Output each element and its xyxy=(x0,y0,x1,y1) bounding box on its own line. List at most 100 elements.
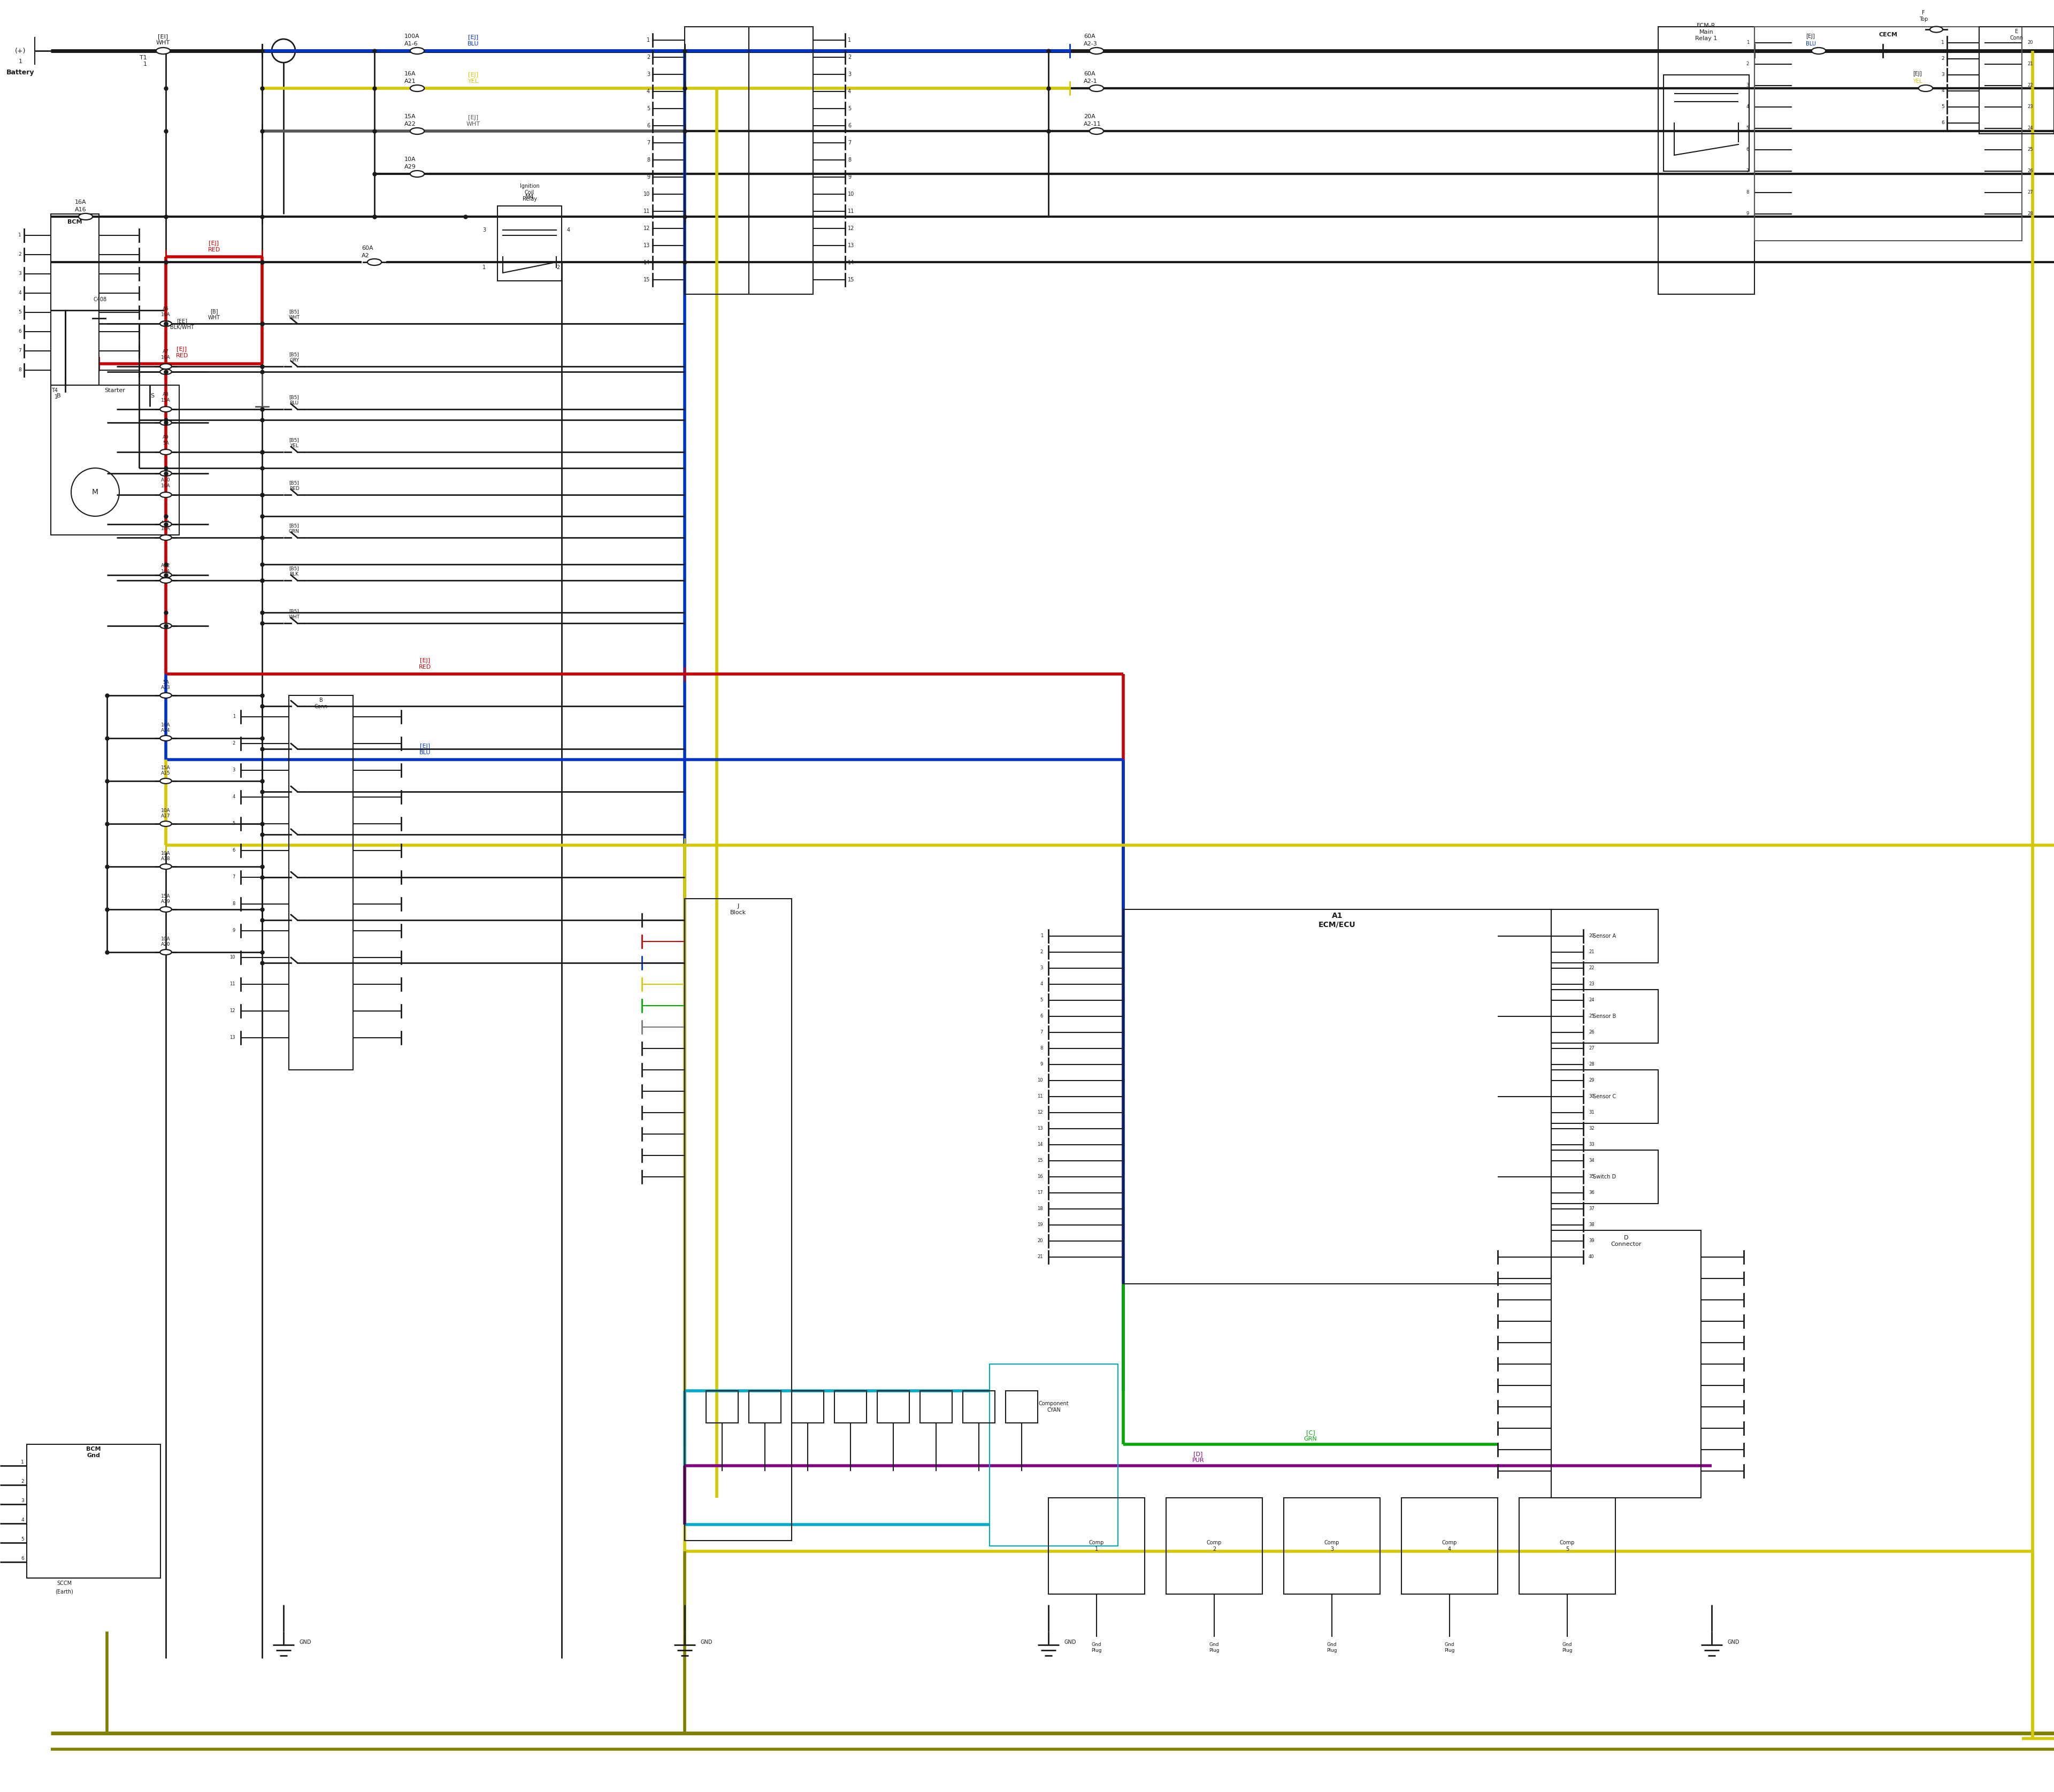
Bar xyxy=(877,1391,910,1423)
Text: SCCM: SCCM xyxy=(58,1581,72,1586)
Text: 2: 2 xyxy=(557,265,559,271)
Bar xyxy=(1551,909,1658,962)
Text: Comp
4: Comp 4 xyxy=(1442,1539,1456,1552)
Ellipse shape xyxy=(160,735,173,740)
Bar xyxy=(1551,989,1658,1043)
Text: 20: 20 xyxy=(1588,934,1594,939)
Text: GND: GND xyxy=(700,1640,713,1645)
Text: 23: 23 xyxy=(1588,982,1594,987)
Text: D
Connector: D Connector xyxy=(1610,1235,1641,1247)
Text: 38: 38 xyxy=(1588,1222,1594,1228)
Text: 21: 21 xyxy=(1037,1254,1043,1260)
Text: B
Conn: B Conn xyxy=(314,697,329,710)
Text: YEL: YEL xyxy=(1912,79,1923,84)
Bar xyxy=(963,1391,994,1423)
Text: 28: 28 xyxy=(2027,211,2033,217)
Text: [EI]: [EI] xyxy=(158,34,168,39)
Text: 5: 5 xyxy=(21,1538,25,1541)
Bar xyxy=(497,206,561,281)
Text: WHT: WHT xyxy=(466,122,481,127)
Text: 5: 5 xyxy=(647,106,649,111)
Text: 4: 4 xyxy=(647,90,649,95)
Bar xyxy=(1551,1231,1701,1498)
Text: RED: RED xyxy=(290,486,300,491)
Bar xyxy=(750,27,813,294)
Ellipse shape xyxy=(160,821,173,826)
Text: BLK/WHT: BLK/WHT xyxy=(170,324,193,330)
Text: WHT: WHT xyxy=(288,315,300,319)
Ellipse shape xyxy=(160,572,173,577)
Text: 10A: 10A xyxy=(160,937,170,943)
Text: 27: 27 xyxy=(2027,190,2033,195)
Ellipse shape xyxy=(1089,84,1103,91)
Ellipse shape xyxy=(160,950,173,955)
Text: 100A: 100A xyxy=(405,34,419,39)
Text: A7
10A: A7 10A xyxy=(160,349,170,360)
Text: (+): (+) xyxy=(14,47,27,54)
Text: 20: 20 xyxy=(2027,41,2033,45)
Text: A11
10A: A11 10A xyxy=(160,521,170,530)
Text: 24: 24 xyxy=(2027,125,2033,131)
Ellipse shape xyxy=(160,493,173,498)
Text: 14: 14 xyxy=(848,260,854,265)
Text: F
Top: F Top xyxy=(1918,11,1929,22)
Text: 9: 9 xyxy=(647,174,649,179)
Text: 3: 3 xyxy=(1941,72,1945,77)
Text: BLU: BLU xyxy=(1805,41,1816,47)
Text: 4: 4 xyxy=(1941,88,1945,93)
Ellipse shape xyxy=(160,624,173,629)
Text: 9: 9 xyxy=(1746,211,1750,217)
Text: Ignition
Coil
Relay: Ignition Coil Relay xyxy=(520,185,540,201)
Text: BLU: BLU xyxy=(290,400,298,405)
Text: 13: 13 xyxy=(848,244,854,249)
Text: 1: 1 xyxy=(18,59,23,65)
Ellipse shape xyxy=(411,170,425,177)
Text: 3: 3 xyxy=(483,228,485,233)
Text: 4: 4 xyxy=(232,794,236,799)
Text: WHT: WHT xyxy=(207,315,220,321)
Text: 32: 32 xyxy=(1588,1127,1594,1131)
Text: [B5]: [B5] xyxy=(290,523,300,529)
Text: 16: 16 xyxy=(1037,1174,1043,1179)
Text: 4: 4 xyxy=(567,228,571,233)
Text: 6: 6 xyxy=(232,848,236,853)
Text: [B5]: [B5] xyxy=(290,394,300,400)
Bar xyxy=(1551,1070,1658,1124)
Text: A21: A21 xyxy=(405,79,417,84)
Text: 34: 34 xyxy=(1588,1158,1594,1163)
Text: RED: RED xyxy=(419,665,431,670)
Text: 26: 26 xyxy=(1588,1030,1594,1034)
Text: WHT: WHT xyxy=(156,39,170,45)
Text: 6: 6 xyxy=(1039,1014,1043,1020)
Bar xyxy=(1754,27,2021,240)
Ellipse shape xyxy=(160,321,173,326)
Text: FCM-R
Main
Relay 1: FCM-R Main Relay 1 xyxy=(1695,23,1717,41)
Text: Sensor C: Sensor C xyxy=(1594,1093,1616,1098)
Text: 60A: 60A xyxy=(362,246,374,251)
Ellipse shape xyxy=(160,419,173,425)
Text: A2-3: A2-3 xyxy=(1085,41,1097,47)
Text: Switch D: Switch D xyxy=(1594,1174,1616,1179)
Bar xyxy=(1284,1498,1380,1595)
Text: 1: 1 xyxy=(483,265,485,271)
Bar xyxy=(920,1391,953,1423)
Text: 16A: 16A xyxy=(405,72,417,77)
Text: 25: 25 xyxy=(2027,147,2033,152)
Text: GRY: GRY xyxy=(290,358,300,362)
Text: 25: 25 xyxy=(1588,1014,1594,1020)
Text: 26: 26 xyxy=(2027,168,2033,174)
Text: BLU: BLU xyxy=(419,751,431,754)
Text: Comp
2: Comp 2 xyxy=(1206,1539,1222,1552)
Bar xyxy=(834,1391,867,1423)
Ellipse shape xyxy=(156,48,170,54)
Ellipse shape xyxy=(160,694,173,699)
Text: 1: 1 xyxy=(232,715,236,719)
Text: 29: 29 xyxy=(1588,1079,1594,1082)
Text: A12
10A: A12 10A xyxy=(160,563,170,573)
Text: 1: 1 xyxy=(647,38,649,43)
Text: 24: 24 xyxy=(1588,998,1594,1004)
Ellipse shape xyxy=(1918,84,1933,91)
Text: A17: A17 xyxy=(160,814,170,819)
Text: [B5]: [B5] xyxy=(290,609,300,615)
Text: 2: 2 xyxy=(21,1480,25,1484)
